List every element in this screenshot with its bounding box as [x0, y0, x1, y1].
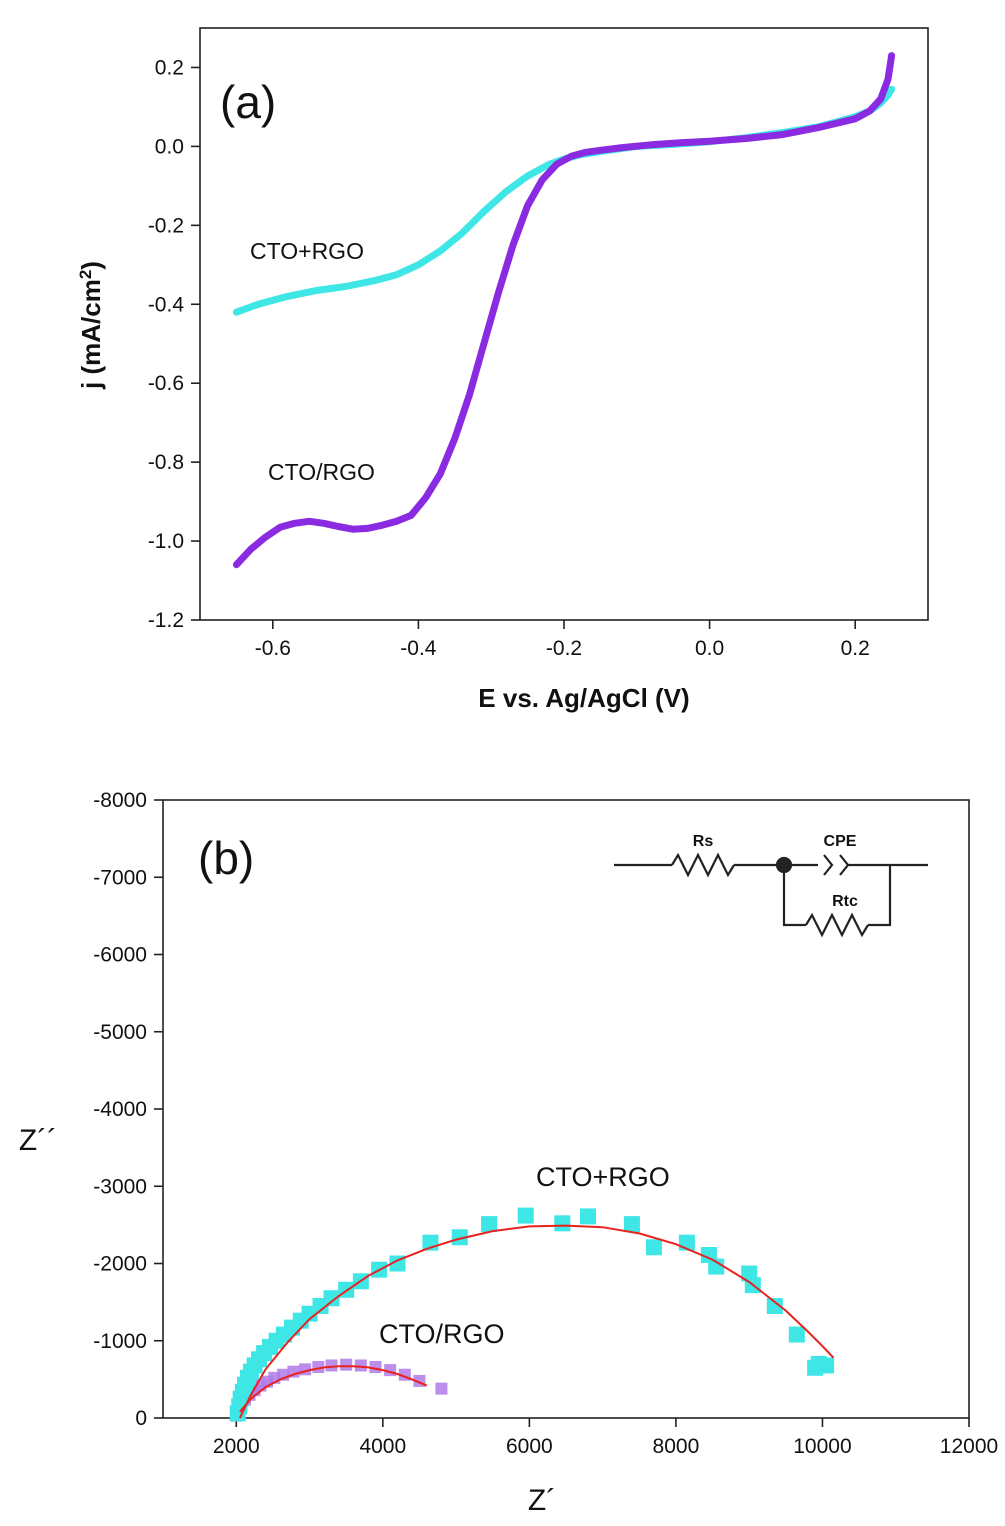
panel-a-x-tick-label: -0.4	[400, 637, 437, 660]
panel-a-y-axis-label: j (mA/cm2)	[76, 261, 107, 390]
panel-b-label: (b)	[198, 832, 254, 884]
panel-a-y-tick-label: 0.2	[155, 56, 184, 79]
panel-a-y-tick-label: 0.0	[155, 135, 184, 158]
fit-line-cto-plus-rgo	[238, 1224, 835, 1419]
panel-a-y-tick-label: -0.6	[148, 372, 184, 395]
panel-b-chart: 2000 4000 6000 8000 10000 12000 0 -1000 -2000 -30…	[19, 789, 998, 1517]
panel-a-y-tick-label: -0.4	[148, 293, 185, 316]
equivalent-circuit-inset	[614, 852, 928, 938]
annotation-b-cto-slash-rgo: CTO/RGO	[379, 1319, 505, 1349]
point-cto-slash-rgo	[354, 1359, 367, 1372]
point-cto-plus-rgo	[766, 1297, 783, 1314]
panel-a-x-tick-label: 0.2	[841, 637, 870, 660]
annotation-b-cto-plus-rgo: CTO+RGO	[536, 1162, 670, 1192]
panel-a-y-tick-label: -0.2	[148, 214, 184, 237]
point-cto-plus-rgo	[323, 1290, 340, 1307]
cpe-symbol-left	[823, 854, 834, 876]
panel-b-y-tick-label: -7000	[93, 866, 147, 889]
panel-b-x-axis-label: Z´	[528, 1484, 556, 1517]
panel-b-x-tick-label: 10000	[793, 1435, 851, 1458]
circuit-cpe-label: CPE	[824, 833, 857, 850]
panel-a-y-tick-label: -1.2	[148, 609, 184, 632]
resistor-rs-symbol	[671, 852, 735, 878]
panel-a-x-axis-label: E vs. Ag/AgCl (V)	[478, 683, 689, 713]
panel-b-y-tick-label: -1000	[93, 1330, 147, 1353]
panel-b-y-tick-label: -2000	[93, 1253, 147, 1276]
point-cto-plus-rgo	[517, 1207, 534, 1224]
panel-b-x-tick-label: 4000	[359, 1435, 406, 1458]
point-cto-plus-rgo	[818, 1357, 835, 1374]
point-cto-plus-rgo	[623, 1216, 640, 1233]
circuit-branch-left	[782, 865, 806, 927]
panel-b-y-tick-label: -6000	[93, 944, 147, 967]
fit-line-cto-slash-rgo	[239, 1365, 428, 1413]
point-cto-plus-rgo	[554, 1215, 571, 1232]
annotation-cto-slash-rgo: CTO/RGO	[268, 459, 375, 485]
panel-b-x-tick-label: 2000	[213, 1435, 260, 1458]
panel-b-ticks: 2000 4000 6000 8000 10000 12000 0 -1000 -2000 -30…	[93, 789, 998, 1458]
series-line-cto-slash-rgo	[232, 52, 896, 569]
panel-b-x-tick-label: 12000	[940, 1435, 998, 1458]
point-cto-plus-rgo	[481, 1216, 498, 1233]
point-cto-slash-rgo	[340, 1358, 353, 1371]
panel-a-x-tick-label: -0.2	[546, 637, 582, 660]
panel-b-y-axis-label: Z´´	[19, 1124, 57, 1157]
annotation-cto-plus-rgo: CTO+RGO	[250, 238, 364, 264]
point-cto-plus-rgo	[708, 1258, 725, 1275]
panel-b-y-tick-label: -8000	[93, 789, 147, 812]
resistor-rtc-symbol	[805, 912, 869, 938]
panel-a-y-tick-label: -0.8	[148, 451, 184, 474]
panel-a-ticks: -0.6 -0.4 -0.2 0.0 0.2 -1.2 -1.0 -0.8 -0.6 -0.4 -0…	[148, 56, 870, 660]
point-cto-slash-rgo	[325, 1359, 338, 1372]
panel-a-series	[232, 52, 896, 569]
point-cto-plus-rgo	[788, 1326, 805, 1343]
panel-b-series	[229, 1207, 835, 1422]
panel-b-y-tick-label: -4000	[93, 1098, 147, 1121]
circuit-rtc-label: Rtc	[832, 893, 858, 910]
point-cto-slash-rgo	[435, 1382, 448, 1395]
point-cto-plus-rgo	[645, 1239, 662, 1256]
panel-b-x-tick-label: 6000	[506, 1435, 553, 1458]
panel-a-label: (a)	[220, 76, 276, 128]
panel-b-y-tick-label: -3000	[93, 1175, 147, 1198]
circuit-rs-label: Rs	[693, 833, 714, 850]
panel-a-x-tick-label: -0.6	[255, 637, 291, 660]
panel-b-y-tick-label: 0	[135, 1407, 147, 1430]
panel-b-y-tick-label: -5000	[93, 1021, 147, 1044]
panel-a-y-tick-label: -1.0	[148, 530, 184, 553]
point-cto-plus-rgo	[451, 1229, 468, 1246]
panel-b-x-tick-label: 8000	[653, 1435, 700, 1458]
panel-a-x-tick-label: 0.0	[695, 637, 724, 660]
circuit-branch-right	[868, 865, 892, 927]
point-cto-plus-rgo	[579, 1208, 596, 1225]
panel-a-chart: -0.6 -0.4 -0.2 0.0 0.2 -1.2 -1.0 -0.8 -0.6 -0.4 -0…	[76, 27, 929, 713]
